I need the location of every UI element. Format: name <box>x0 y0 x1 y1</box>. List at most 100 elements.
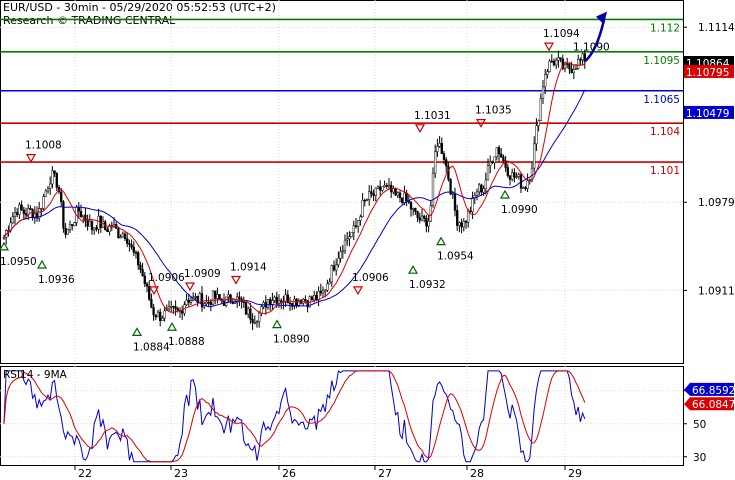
candle-body <box>86 220 89 227</box>
high-marker <box>184 282 196 292</box>
price-badge <box>684 64 734 78</box>
candle-body <box>106 229 109 232</box>
candle-body <box>134 252 138 254</box>
candle-body <box>185 299 188 305</box>
candle-body <box>145 283 149 287</box>
candle-body <box>577 59 580 69</box>
price-panel: 1.1114 1.0979 1.0911 1.112 1.1095 1.1065 1.104… <box>0 0 735 364</box>
price-badge <box>684 105 734 119</box>
candle-body <box>511 172 514 180</box>
candle-body <box>427 220 430 227</box>
candle-body <box>541 86 545 99</box>
candle-body <box>451 192 454 195</box>
candle-body <box>66 229 69 235</box>
candle-body <box>537 120 540 127</box>
candle-body <box>352 225 355 233</box>
candle-body <box>420 215 424 221</box>
candle-body <box>82 214 85 217</box>
candle-body <box>332 265 336 271</box>
y-tick-label: 1.1114 <box>698 22 735 34</box>
level-label: 1.112 <box>650 22 680 34</box>
candle-body <box>548 60 551 72</box>
level-label: 1.104 <box>650 126 680 138</box>
projection-arrow <box>583 19 606 63</box>
high-label: 1.0906 <box>352 272 389 284</box>
low-label: 1.0888 <box>168 336 205 348</box>
candle-body <box>24 213 28 216</box>
candle-body <box>253 322 256 324</box>
candle-body <box>216 294 219 299</box>
candle-body <box>409 201 413 210</box>
candle-body <box>357 220 360 227</box>
candle-body <box>506 167 509 176</box>
candle-body <box>62 201 65 229</box>
candle-body <box>251 318 254 323</box>
candle-body <box>574 68 578 70</box>
candle-body <box>339 251 342 259</box>
level-label: 1.101 <box>650 165 680 177</box>
candle-body <box>44 190 47 197</box>
candle-body <box>159 311 162 322</box>
candle-body <box>513 172 516 178</box>
candle-body <box>275 296 278 304</box>
rsi-ma-line <box>3 370 586 463</box>
y-tick-label: 1.0979 <box>698 197 735 209</box>
candle-body <box>137 252 140 266</box>
candle-body <box>154 314 157 318</box>
candle-body <box>319 290 322 294</box>
high-label: 1.0914 <box>230 262 267 274</box>
candle-body <box>148 285 151 300</box>
candle-body <box>469 210 472 213</box>
price-badge-label: 1.10479 <box>686 108 729 120</box>
candle-body <box>211 290 215 305</box>
x-tick-label: 27 <box>378 467 392 480</box>
rsi-title: RSI14 - 9MA <box>3 369 68 381</box>
candle-body <box>293 298 296 307</box>
candle-body <box>438 143 441 147</box>
candle-body <box>247 308 250 315</box>
low-marker <box>271 319 283 329</box>
low-label: 1.0884 <box>133 341 170 353</box>
candle-body <box>475 191 479 196</box>
candle-body <box>99 215 102 228</box>
candle-body <box>84 214 87 221</box>
ma-fast-line <box>3 62 585 315</box>
candle-body <box>440 143 443 154</box>
candle-body <box>227 294 230 298</box>
high-marker <box>25 154 37 163</box>
candle-body <box>187 299 190 303</box>
candle-body <box>38 208 41 219</box>
candle-body <box>244 302 248 315</box>
candle-body <box>7 230 10 232</box>
candle-body <box>255 321 259 323</box>
price-badge-label: 1.10795 <box>686 67 729 79</box>
candle-body <box>286 294 289 304</box>
candle-body <box>376 186 380 189</box>
candle-body <box>486 165 490 181</box>
candle-body <box>436 146 439 152</box>
level-label: 1.1065 <box>643 94 680 106</box>
candle-body <box>524 187 527 189</box>
candle-body <box>398 192 402 199</box>
x-tick-label: 28 <box>470 467 484 480</box>
candle-body <box>194 296 197 298</box>
candle-body <box>161 317 164 322</box>
candle-body <box>167 306 171 310</box>
low-label: 1.0954 <box>437 251 474 263</box>
annotations: 1.0950 1.1008 1.0936 1.0884 1.0906 1.0888 1.09… <box>0 28 610 353</box>
candle-body <box>249 308 252 320</box>
candle-body <box>581 53 584 61</box>
candle-body <box>132 246 135 253</box>
high-label: 1.1094 <box>543 28 580 40</box>
candle-body <box>218 294 221 300</box>
candle-body <box>121 233 124 238</box>
high-marker <box>414 124 426 134</box>
candle-body <box>13 212 17 217</box>
high-marker <box>543 42 555 52</box>
candle-body <box>29 207 32 210</box>
candle-body <box>337 257 340 266</box>
candle-body <box>49 183 52 189</box>
candle-body <box>141 269 144 277</box>
candle-body <box>414 207 417 212</box>
